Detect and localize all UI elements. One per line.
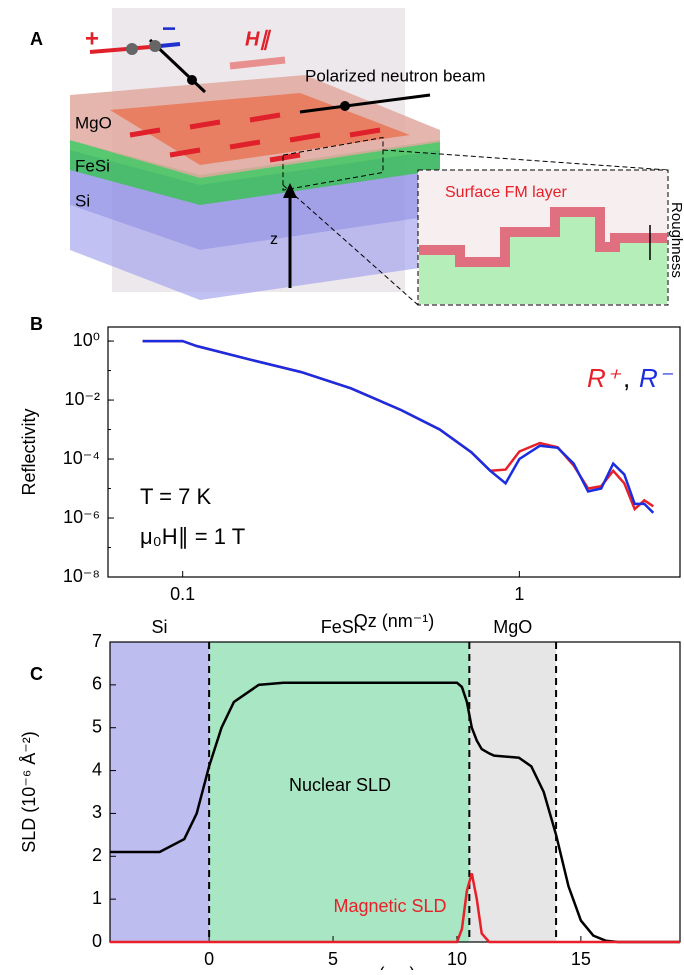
inset-fm-layer	[419, 207, 667, 267]
series-line	[110, 681, 680, 944]
series-line	[142, 339, 654, 512]
layer-label: Si	[75, 191, 90, 210]
minus-label: −	[162, 15, 176, 42]
y-tick-label: 1	[92, 888, 102, 908]
x-axis-title: z (nm)	[365, 964, 416, 970]
arrow-head	[283, 183, 297, 198]
layer-label: FeSi	[75, 156, 110, 175]
y-tick-label: 2	[92, 845, 102, 865]
neutron	[340, 101, 350, 111]
spin-up	[89, 45, 151, 54]
fm-surface	[110, 93, 410, 165]
region-label: FeSi	[321, 617, 358, 637]
y-axis-title: Reflectivity	[19, 408, 39, 495]
si-layer-lower	[70, 205, 440, 300]
x-tick-label: 0	[204, 949, 214, 969]
inset-title: Surface FM layer	[445, 184, 567, 201]
beam-label: Polarized neutron beam	[305, 66, 486, 85]
y-tick-label: 10⁻⁶	[63, 507, 100, 527]
y-axis-title: SLD (10⁻⁶ Å⁻²)	[19, 731, 39, 852]
y-tick-label: 3	[92, 802, 102, 822]
legend-entry: R⁺	[587, 363, 622, 393]
annotation: T = 7 K	[140, 484, 211, 509]
y-tick-label: 10⁰	[73, 330, 100, 350]
y-tick-label: 10⁻⁸	[63, 566, 100, 586]
neutron	[126, 43, 138, 55]
region-label: Si	[152, 617, 168, 637]
plus-label: +	[85, 25, 99, 52]
region	[209, 642, 470, 942]
legend-separator: ,	[623, 363, 630, 393]
y-tick-label: 5	[92, 716, 102, 736]
region	[469, 642, 557, 942]
series-line	[110, 873, 680, 944]
annotation: μ₀H∥ = 1 T	[140, 524, 245, 549]
x-tick-label: 5	[328, 949, 338, 969]
x-tick-label: 0.1	[170, 584, 195, 604]
region	[110, 642, 210, 942]
series-label: Magnetic SLD	[333, 896, 446, 916]
legend-entry: R⁻	[639, 363, 674, 393]
inset-fesi	[419, 212, 667, 304]
reflected-beam	[299, 93, 431, 114]
series-line	[142, 339, 655, 514]
fesi-layer	[70, 140, 440, 205]
y-tick-label: 10⁻²	[64, 389, 100, 409]
inset-side-label: Roughness	[668, 202, 684, 278]
x-tick-label: 1	[514, 584, 524, 604]
panel-label: C	[30, 664, 43, 684]
panel-label: A	[30, 29, 43, 49]
zoom-box	[282, 136, 384, 191]
layer-label: MgO	[75, 113, 112, 132]
z-label: z	[270, 231, 278, 248]
neutron	[149, 40, 161, 52]
panel-label: B	[30, 314, 43, 334]
y-tick-label: 10⁻⁴	[63, 448, 100, 468]
x-axis-title: Qz (nm⁻¹)	[354, 611, 435, 631]
y-tick-label: 0	[92, 931, 102, 951]
field-label: H∥	[245, 28, 271, 50]
region-label: MgO	[493, 617, 532, 637]
y-tick-label: 6	[92, 674, 102, 694]
zoom-line	[282, 184, 419, 306]
x-tick-label: 15	[571, 949, 591, 969]
panel-a: A + − H∥ Polarized neutron beam MgO FeSi…	[30, 8, 684, 306]
x-tick-label: 10	[447, 949, 467, 969]
neutron	[187, 75, 197, 85]
series-label: Nuclear SLD	[289, 775, 391, 795]
y-tick-label: 4	[92, 759, 102, 779]
spin-arrows	[129, 112, 381, 163]
plot-frame	[107, 326, 681, 578]
y-tick-label: 7	[92, 631, 102, 651]
field-arrow	[229, 56, 286, 70]
